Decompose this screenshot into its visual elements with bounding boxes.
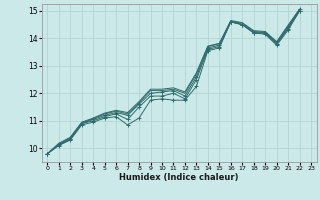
X-axis label: Humidex (Indice chaleur): Humidex (Indice chaleur) <box>119 173 239 182</box>
